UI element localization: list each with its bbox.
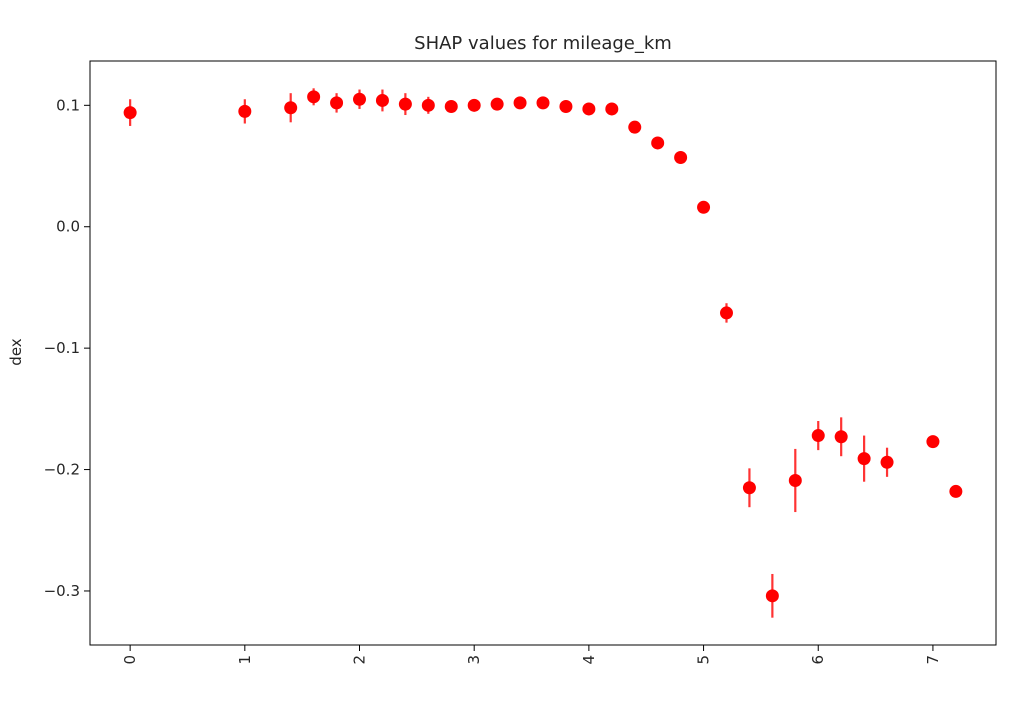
y-tick-label: −0.2 [44,461,80,479]
data-point [444,100,458,114]
data-point [880,455,894,469]
data-point [421,98,435,112]
data-point [949,484,963,498]
x-tick-label: 4 [580,655,598,665]
chart-title: SHAP values for mileage_km [414,33,672,54]
data-point [123,106,137,120]
x-tick-label: 2 [351,655,369,665]
x-tick-label: 1 [236,655,254,665]
data-points [123,88,963,618]
data-point [834,430,848,444]
data-point [697,200,711,214]
data-point [765,589,779,603]
data-point [628,120,642,134]
data-point [719,306,733,320]
y-tick-label: 0.1 [56,96,80,114]
data-point [811,429,825,443]
y-axis: 0.1 0.0 −0.1 −0.2 −0.3 [44,96,90,600]
data-point [857,452,871,466]
data-point [651,136,665,150]
data-point [582,102,596,116]
data-point [605,102,619,116]
x-tick-label: 5 [695,655,713,665]
x-tick-label: 6 [809,655,827,665]
data-point [398,97,412,111]
data-point [926,435,940,449]
data-point [467,98,481,112]
x-axis: 0 1 2 3 4 5 6 7 [121,645,942,665]
data-point [490,97,504,111]
x-tick-label: 3 [465,655,483,665]
y-tick-label: −0.1 [44,339,80,357]
data-point [353,92,367,106]
data-point [674,151,688,165]
data-point [513,96,527,110]
x-tick-label: 7 [924,655,942,665]
data-point [307,90,321,104]
data-point [788,473,802,487]
data-point [375,93,389,107]
plot-frame [89,60,997,646]
data-point [536,96,550,110]
y-axis-label: dex [7,338,25,365]
data-point [284,101,298,115]
y-tick-label: 0.0 [56,218,80,236]
data-point [330,96,344,110]
data-point [559,100,573,114]
data-point [742,481,756,495]
data-point [238,104,252,118]
y-tick-label: −0.3 [44,582,80,600]
x-tick-label: 0 [121,655,139,665]
